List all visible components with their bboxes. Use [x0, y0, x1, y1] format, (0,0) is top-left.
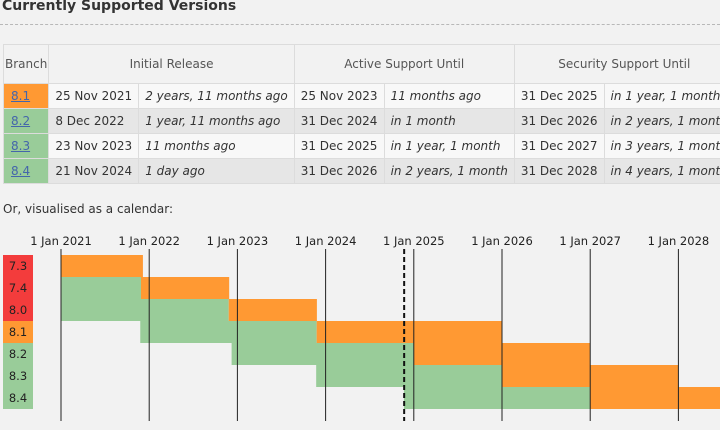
year-label: 1 Jan 2026	[471, 235, 533, 248]
table-row: 8.4 21 Nov 2024 1 day ago 31 Dec 2026 in…	[2, 158, 720, 184]
year-label: 1 Jan 2025	[383, 235, 445, 248]
active-support-date: 31 Dec 2026	[293, 158, 385, 184]
active-support-bar	[316, 365, 502, 387]
active-support-bar	[231, 343, 414, 365]
year-label: 1 Jan 2023	[207, 235, 269, 248]
active-support-bar	[61, 299, 229, 321]
branch-label: 7.4	[9, 281, 27, 295]
initial-release-date: 23 Nov 2023	[48, 133, 140, 159]
initial-release-relative: 1 day ago	[138, 158, 295, 184]
security-support-relative-text: in 1 year, 1 month	[610, 89, 720, 103]
year-label: 1 Jan 2028	[648, 235, 710, 248]
security-support-bar	[589, 387, 720, 409]
initial-release-relative-text: 1 year, 11 months ago	[145, 114, 281, 128]
calendar-subtitle: Or, visualised as a calendar:	[3, 202, 173, 216]
initial-release-relative-text: 2 years, 11 months ago	[145, 89, 288, 103]
branch-cell: 8.1	[2, 83, 50, 109]
year-label: 1 Jan 2022	[118, 235, 180, 248]
security-support-relative: in 3 years, 1 month	[603, 133, 720, 159]
initial-release-date: 8 Dec 2022	[48, 108, 140, 134]
security-support-relative: in 2 years, 1 month	[603, 108, 720, 134]
branch-link[interactable]: 8.2	[11, 114, 31, 128]
page-heading: Currently Supported Versions	[2, 0, 237, 14]
branch-link[interactable]: 8.3	[11, 139, 31, 153]
branch-cell: 8.3	[2, 133, 50, 159]
branch-label-bg	[3, 255, 33, 277]
active-support-relative: 11 months ago	[383, 83, 515, 109]
branch-label: 8.4	[9, 391, 27, 405]
initial-release-relative: 2 years, 11 months ago	[138, 83, 295, 109]
security-support-bar	[140, 277, 230, 299]
security-support-bar	[61, 255, 143, 277]
branch-label: 7.3	[9, 259, 27, 273]
table-row: 8.1 25 Nov 2021 2 years, 11 months ago 2…	[2, 83, 720, 109]
security-support-relative: in 4 years, 1 month	[603, 158, 720, 184]
branch-label-bg	[3, 365, 33, 387]
active-support-bar	[61, 277, 141, 299]
active-support-relative: in 1 month	[383, 108, 515, 134]
security-support-bar	[228, 299, 317, 321]
active-support-bar	[140, 321, 317, 343]
column-header-branch: Branch	[2, 44, 50, 84]
active-support-relative-text: 11 months ago	[390, 89, 481, 103]
branch-label: 8.0	[9, 303, 27, 317]
branch-cell: 8.4	[2, 158, 50, 184]
branch-label-bg	[3, 299, 33, 321]
active-support-date: 31 Dec 2025	[293, 133, 385, 159]
active-support-relative-text: in 1 month	[390, 114, 456, 128]
initial-release-relative-text: 11 months ago	[145, 139, 236, 153]
active-support-relative: in 1 year, 1 month	[383, 133, 515, 159]
branch-label-bg	[3, 277, 33, 299]
active-support-relative-text: in 2 years, 1 month	[390, 164, 508, 178]
column-header-initial-release: Initial Release	[48, 44, 295, 84]
branch-label-bg	[3, 321, 33, 343]
initial-release-relative: 1 year, 11 months ago	[138, 108, 295, 134]
year-label: 1 Jan 2021	[30, 235, 92, 248]
year-label: 1 Jan 2027	[559, 235, 621, 248]
today-label: Today: 22 Nov 2024	[346, 428, 461, 430]
active-support-date: 25 Nov 2023	[293, 83, 385, 109]
branch-label-bg	[3, 343, 33, 365]
branch-link[interactable]: 8.4	[11, 164, 31, 178]
heading-divider	[0, 24, 720, 25]
active-support-bar	[403, 387, 590, 409]
supported-versions-table: Branch Initial Release Active Support Un…	[2, 44, 720, 184]
column-header-security-support: Security Support Until	[513, 44, 720, 84]
security-support-relative-text: in 3 years, 1 month	[610, 139, 720, 153]
security-support-date: 31 Dec 2026	[513, 108, 605, 134]
active-support-relative: in 2 years, 1 month	[383, 158, 515, 184]
security-support-relative: in 1 year, 1 month	[603, 83, 720, 109]
year-label: 1 Jan 2024	[295, 235, 357, 248]
table-row: 8.3 23 Nov 2023 11 months ago 31 Dec 202…	[2, 133, 720, 159]
initial-release-date: 21 Nov 2024	[48, 158, 140, 184]
initial-release-date: 25 Nov 2021	[48, 83, 140, 109]
active-support-relative-text: in 1 year, 1 month	[390, 139, 501, 153]
initial-release-relative-text: 1 day ago	[145, 164, 205, 178]
security-support-date: 31 Dec 2028	[513, 158, 605, 184]
initial-release-relative: 11 months ago	[138, 133, 295, 159]
support-calendar: 7.3 7.4 8.0 8.1 8.2 8.3 8.4 1 Jan 2021 1 Jan 20…	[3, 235, 720, 430]
branch-cell: 8.2	[2, 108, 50, 134]
security-support-date: 31 Dec 2025	[513, 83, 605, 109]
branch-label-bg	[3, 387, 33, 409]
security-support-relative-text: in 4 years, 1 month	[610, 164, 720, 178]
security-support-bar	[316, 321, 502, 343]
table-header-row: Branch Initial Release Active Support Un…	[2, 44, 720, 84]
branch-label: 8.2	[9, 347, 27, 361]
column-header-active-support: Active Support Until	[293, 44, 515, 84]
branch-label: 8.3	[9, 369, 27, 383]
security-support-relative-text: in 2 years, 1 month	[610, 114, 720, 128]
branch-label: 8.1	[9, 325, 27, 339]
security-support-date: 31 Dec 2027	[513, 133, 605, 159]
branch-link[interactable]: 8.1	[11, 89, 31, 103]
active-support-date: 31 Dec 2024	[293, 108, 385, 134]
table-row: 8.2 8 Dec 2022 1 year, 11 months ago 31 …	[2, 108, 720, 134]
